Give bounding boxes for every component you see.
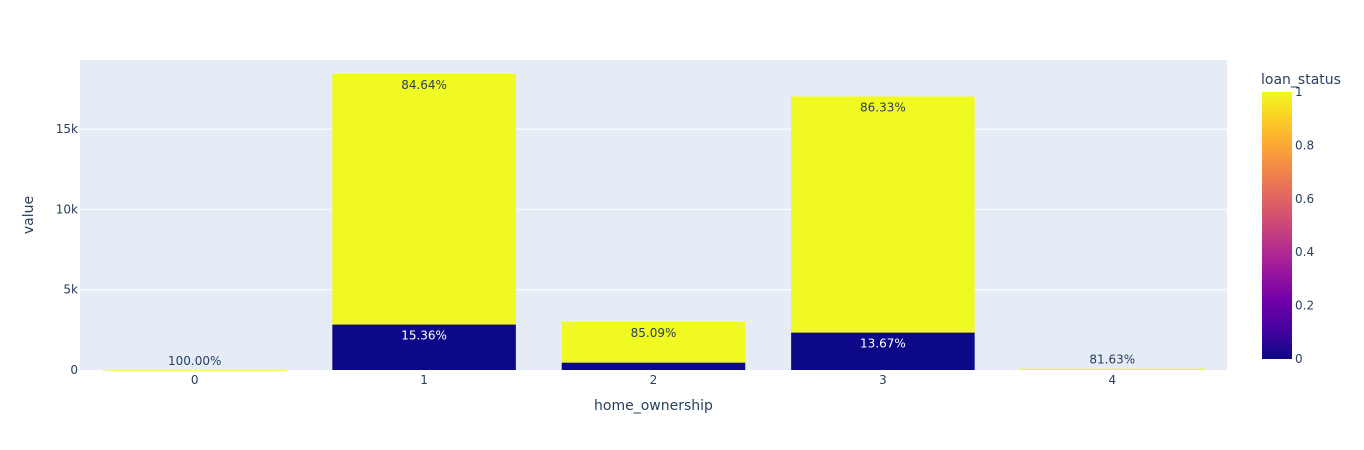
- x-axis-title: home_ownership: [594, 398, 713, 414]
- bar-labels: 15.36% 13.67% 100.00% 84.64% 85.09% 86.33% 81.…: [168, 78, 1135, 368]
- colorbar-gradient: [1262, 92, 1292, 359]
- y-tick-label: 5k: [63, 283, 78, 297]
- bar-data-label: 85.09%: [631, 326, 677, 340]
- x-tick-label: 2: [650, 373, 658, 387]
- x-tick-label: 0: [191, 373, 199, 387]
- colorbar-tick-label: 0.4: [1295, 245, 1314, 259]
- plot-background: [80, 60, 1227, 370]
- colorbar-tick-label: 1: [1295, 85, 1303, 99]
- colorbar-ticks: 0 0.2 0.4 0.6 0.8 1: [1295, 85, 1314, 366]
- bar-data-label: 15.36%: [401, 329, 447, 343]
- bar-segment[interactable]: [791, 332, 975, 370]
- colorbar-tick-label: 0.2: [1295, 299, 1314, 313]
- bar-segment[interactable]: [102, 369, 287, 371]
- bar-segment[interactable]: [332, 324, 516, 370]
- colorbar-tick-label: 0.6: [1295, 192, 1314, 206]
- y-tick-label: 0: [70, 363, 78, 377]
- bars: [102, 73, 1205, 371]
- x-tick-label: 4: [1108, 373, 1116, 387]
- bar-segment[interactable]: [791, 96, 975, 333]
- bar-data-label: 84.64%: [401, 78, 447, 92]
- y-tick-label: 15k: [56, 122, 78, 136]
- x-tick-label: 1: [420, 373, 428, 387]
- x-tick-label: 3: [879, 373, 887, 387]
- colorbar-title: loan_status: [1261, 72, 1341, 88]
- colorbar-tick-label: 0: [1295, 352, 1303, 366]
- bar-segment[interactable]: [1020, 368, 1205, 370]
- y-tick-label: 10k: [56, 202, 78, 216]
- colorbar-tick-label: 0.8: [1295, 138, 1314, 152]
- bar-data-label: 86.33%: [860, 100, 906, 114]
- bar-segment[interactable]: [332, 73, 516, 325]
- bar-data-label: 81.63%: [1089, 353, 1135, 367]
- colorbar: loan_status 0 0.2 0.4 0.6 0.8 1: [1261, 72, 1341, 366]
- bar-data-label: 100.00%: [168, 354, 221, 368]
- bar-segment[interactable]: [561, 321, 746, 363]
- bar-data-label: 13.67%: [860, 337, 906, 351]
- axes: 0 5k 10k 15k 0 1 2 3 4: [56, 122, 1116, 387]
- y-axis-title: value: [21, 196, 37, 234]
- bar-segment[interactable]: [561, 362, 746, 370]
- gridlines: [80, 128, 1227, 291]
